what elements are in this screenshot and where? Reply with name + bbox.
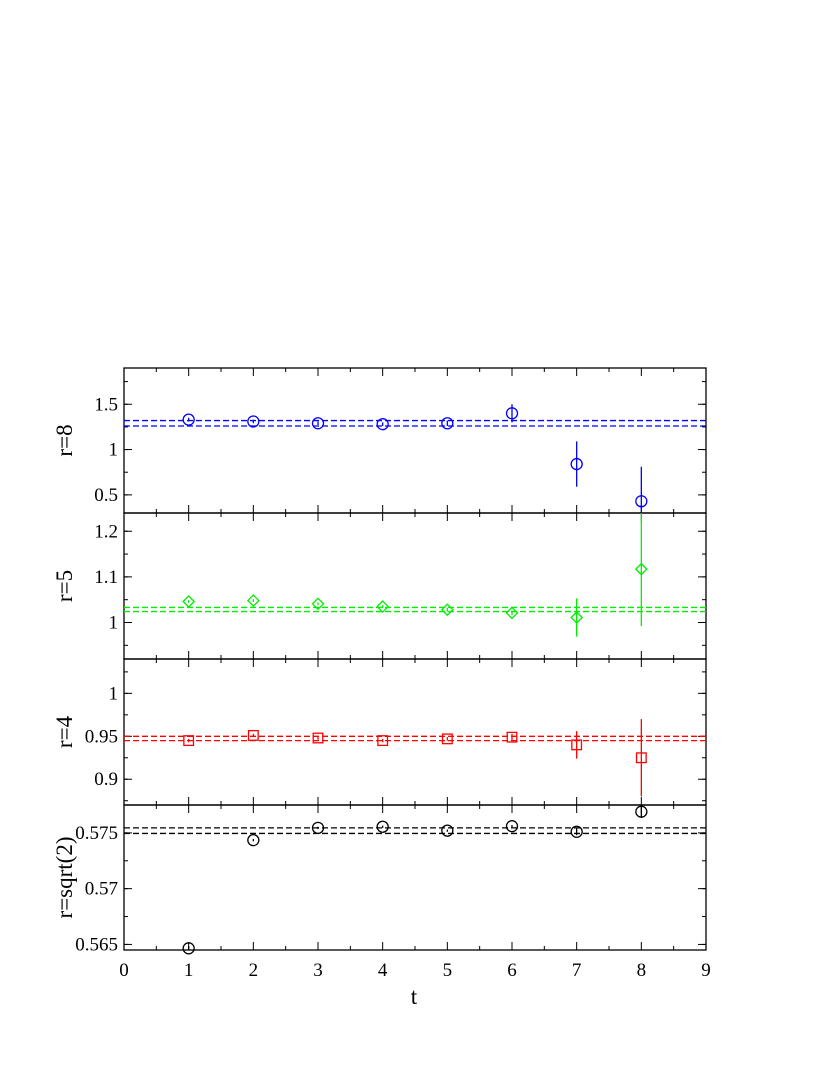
data-point xyxy=(505,820,519,833)
y-tick-label: 0.575 xyxy=(75,823,118,844)
x-axis-title: t xyxy=(411,984,418,1009)
data-point xyxy=(377,735,389,747)
data-point xyxy=(570,825,583,838)
x-tick-label: 5 xyxy=(443,960,453,981)
data-point xyxy=(505,407,519,420)
x-tick-label: 9 xyxy=(701,960,711,981)
panel-0: 0.5 1 1.5 r=8 xyxy=(52,367,707,514)
data-point xyxy=(182,595,196,608)
panel-frame xyxy=(123,367,707,514)
y-axis-title: r=5 xyxy=(52,570,77,602)
panel-2: 0.9 0.95 1 r=4 xyxy=(52,658,707,806)
data-point xyxy=(571,739,583,751)
data-point xyxy=(182,942,195,955)
data-point xyxy=(635,752,647,764)
data-point xyxy=(506,731,518,743)
data-point xyxy=(247,729,259,741)
data-point xyxy=(376,820,389,833)
y-tick-label: 0.5 xyxy=(94,485,118,506)
x-tick-label: 1 xyxy=(184,960,194,981)
data-point xyxy=(311,597,325,611)
y-tick-label: 1 xyxy=(109,683,119,704)
panel-1: 1 1.1 1.2 r=5 xyxy=(52,512,707,660)
y-tick-label: 1.2 xyxy=(94,521,118,542)
y-axis-title: r=4 xyxy=(52,715,77,748)
data-point xyxy=(376,600,390,613)
data-point xyxy=(311,417,325,430)
y-tick-label: 1.5 xyxy=(94,394,118,415)
y-tick-label: 1 xyxy=(109,440,119,461)
x-tick-label: 0 xyxy=(119,960,129,981)
x-tick-label: 4 xyxy=(378,960,388,981)
data-point xyxy=(247,415,260,428)
data-point xyxy=(635,495,648,508)
data-point xyxy=(247,833,260,847)
x-tick-label: 3 xyxy=(313,960,323,981)
data-point xyxy=(440,603,454,617)
y-tick-label: 0.95 xyxy=(85,726,118,747)
panels-layer: 0.5 1 1.5 r=8 1 1.1 1.2 r=5 0.9 0.95 1 r=4 0.565 0.57… xyxy=(52,367,707,955)
data-point xyxy=(441,824,454,837)
data-point xyxy=(312,732,324,744)
x-axis: 0 1 2 3 4 5 6 7 8 9 xyxy=(119,960,711,981)
data-point xyxy=(376,418,389,431)
data-point xyxy=(311,821,325,835)
data-point xyxy=(570,457,583,471)
x-tick-label: 7 xyxy=(572,960,582,981)
data-point xyxy=(441,417,454,430)
x-tick-label: 6 xyxy=(507,960,517,981)
data-point xyxy=(183,735,195,747)
y-tick-label: 1 xyxy=(109,613,119,634)
panel-frame xyxy=(123,512,707,660)
y-axis-title: r=sqrt(2) xyxy=(52,837,77,919)
y-tick-label: 0.57 xyxy=(85,879,118,900)
y-tick-label: 1.1 xyxy=(94,567,118,588)
data-point xyxy=(182,413,195,426)
data-point xyxy=(570,611,584,624)
y-tick-label: 0.9 xyxy=(94,769,118,790)
panel-frame xyxy=(123,804,707,951)
panel-frame xyxy=(123,658,707,806)
data-point xyxy=(441,733,453,745)
data-point xyxy=(635,805,648,818)
y-tick-label: 0.565 xyxy=(75,934,118,955)
data-point xyxy=(634,562,648,576)
data-point xyxy=(505,606,519,620)
x-tick-label: 2 xyxy=(249,960,259,981)
x-tick-label: 8 xyxy=(637,960,647,981)
data-point xyxy=(246,594,260,608)
y-axis-title: r=8 xyxy=(52,424,77,456)
